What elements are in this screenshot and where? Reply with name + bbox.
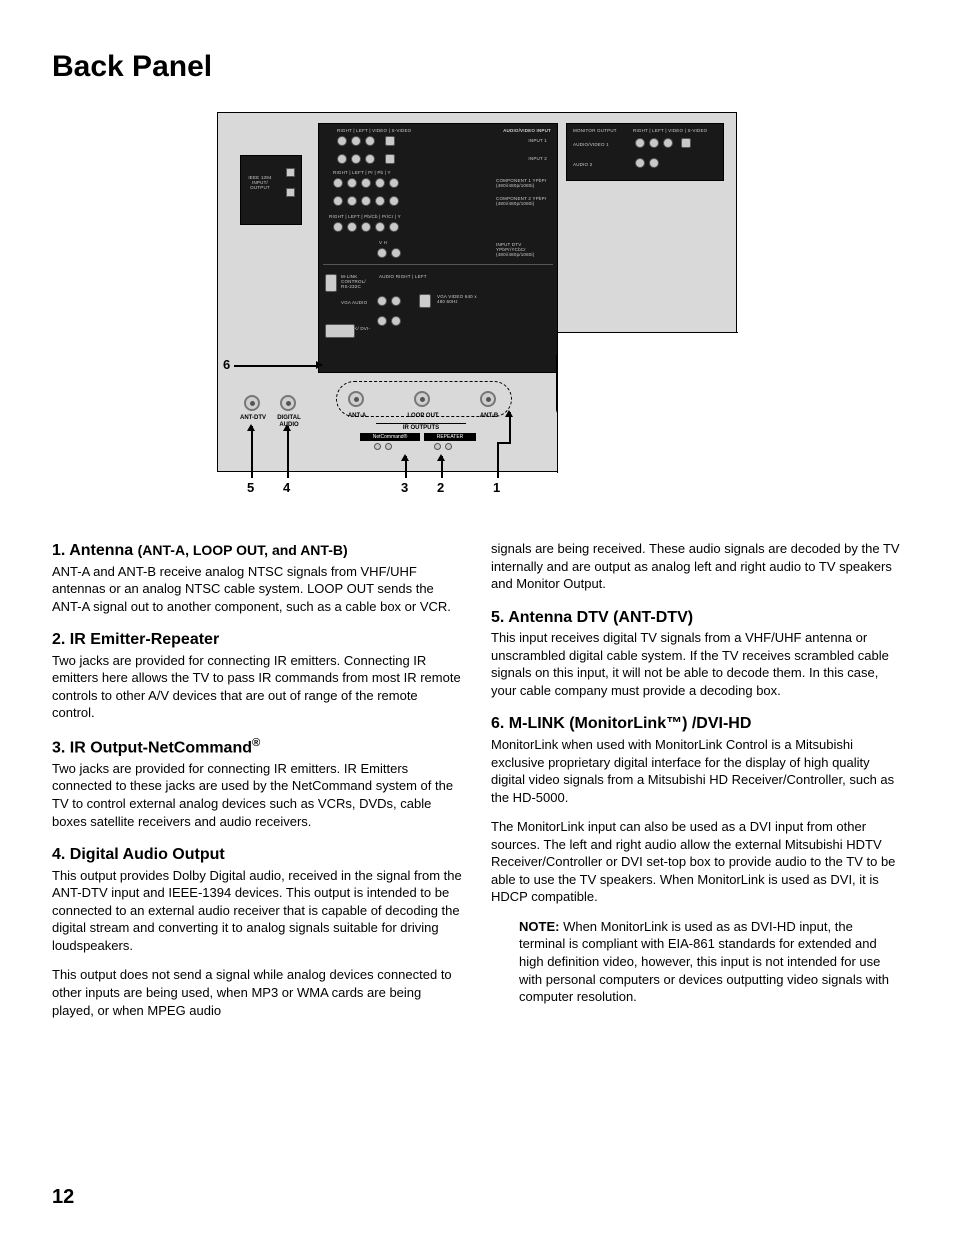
note-block: NOTE: When MonitorLink is used as as DVI… [491,918,902,1006]
callout-3-label: 3 [401,480,408,495]
section-4-body2-cont: signals are being received. These audio … [491,540,902,593]
section-3-sup: ® [252,737,260,749]
ieee1394-port-icon [286,188,295,197]
note-label: NOTE: [519,919,563,934]
section-5-body: This input receives digital TV signals f… [491,629,902,699]
callout-6-label: 6 [223,357,230,372]
section-4-body1: This output provides Dolby Digital audio… [52,867,463,955]
left-column: 1. Antenna (ANT-A, LOOP OUT, and ANT-B) … [52,540,463,1019]
monout-label: MONITOR OUTPUT [573,128,617,133]
section-3-heading: 3. IR Output-NetCommand® [52,736,463,759]
text-columns: 1. Antenna (ANT-A, LOOP OUT, and ANT-B) … [52,540,902,1019]
section-6-heading: 6. M-LINK (MonitorLink™) /DVI-HD [491,713,902,735]
callout-6-arrow [316,361,323,369]
section-4-body2: This output does not send a signal while… [52,966,463,1019]
monitor-output-block: MONITOR OUTPUT RIGHT | LEFT | VIDEO | S-… [566,123,724,181]
warning-box: CAUTION RISK OF ELECTRIC SHOCK. DO NOT O… [556,349,736,417]
ant-a-label: ANT-A [342,413,372,420]
av2-label: AUDIO 2 [573,162,592,167]
callout-5-label: 5 [247,480,254,495]
rlvs-header-r: RIGHT | LEFT | VIDEO | S-VIDEO [633,128,707,133]
loop-out-jack [414,391,430,407]
vh-label: V H [379,240,387,245]
panel-outline: IEEE 1394 INPUT/ OUTPUT RIGHT | LEFT | V… [217,112,737,472]
note-text: NOTE: When MonitorLink is used as as DVI… [519,918,902,1006]
page-number: 12 [52,1186,74,1209]
callout-2-label: 2 [437,480,444,495]
av1-label: AUDIO/VIDEO 1 [573,142,609,147]
section-2-heading: 2. IR Emitter-Repeater [52,629,463,651]
back-panel-diagram: IEEE 1394 INPUT/ OUTPUT RIGHT | LEFT | V… [217,112,737,500]
ieee1394-block: IEEE 1394 INPUT/ OUTPUT [240,155,302,225]
warning-body: A GROUND TYPE PLUG HAS BEEN PROVIDED FOR… [565,391,727,411]
right-column: signals are being received. These audio … [491,540,902,1019]
callout-6-line [234,365,318,367]
section-1-heading-sub: (ANT-A, LOOP OUT, and ANT-B) [138,542,348,558]
section-3-heading-text: 3. IR Output-NetCommand [52,739,252,756]
section-1-heading-main: 1. Antenna [52,542,138,559]
audio-rl-label: AUDIO RIGHT | LEFT [379,274,427,279]
ant-dtv-label: ANT-DTV [238,415,268,422]
section-2-body: Two jacks are provided for connecting IR… [52,652,463,722]
input1-label: INPUT 1 [528,138,547,143]
caution-line1: RISK OF ELECTRIC SHOCK. DO NOT OPEN. [565,360,727,365]
input-dtv-label: INPUT DTV YPbPr/YCbCr (480i/480p/1080i) [496,242,551,257]
ant-a-jack [348,391,364,407]
note-body: When MonitorLink is used as as DVI-HD in… [519,919,889,1004]
ant-b-label: ANT-B [474,413,504,420]
callout-4-label: 4 [283,480,290,495]
ant-b-jack [480,391,496,407]
section-6-body1: MonitorLink when used with MonitorLink C… [491,736,902,806]
repeater-label: REPEATER [424,433,476,441]
section-6-body2: The MonitorLink input can also be used a… [491,818,902,906]
callout-1-label: 1 [493,480,500,495]
caution-line2: TO REDUCE THE RISK OF ELECTRIC SHOCK, DO… [565,366,727,381]
callout-row: 5 4 3 2 1 [217,474,737,500]
rlvs-header: RIGHT | LEFT | VIDEO | S-VIDEO [337,128,411,133]
digital-audio-jack [280,395,296,411]
dtv-header: RIGHT | LEFT | Pb/Cb | Pr/Cr | Y [329,214,401,219]
warning-label: WARNING: [565,386,586,391]
mlink-ctrl-label: M-LINK CONTROL/ RS-232C [341,274,375,289]
section-3-body: Two jacks are provided for connecting IR… [52,760,463,830]
netcommand-label: NetCommand® [360,433,420,441]
ant-dtv-jack [244,395,260,411]
page-title: Back Panel [52,50,902,84]
component1-label: COMPONENT 1 YPbPr (480i/480p/1080i) [496,178,551,188]
avinput-label: AUDIO/VIDEO INPUT [503,128,551,133]
comp-header: RIGHT | LEFT | Pr | Pb | Y [333,170,391,175]
section-1-body: ANT-A and ANT-B receive analog NTSC sign… [52,563,463,616]
input2-label: INPUT 2 [528,156,547,161]
section-4-heading: 4. Digital Audio Output [52,844,463,866]
ieee1394-port-icon [286,168,295,177]
caution-label: CAUTION [617,353,640,359]
ieee1394-label: IEEE 1394 INPUT/ OUTPUT [245,176,275,191]
loop-out-label: LOOP OUT [404,413,442,420]
main-io-block: RIGHT | LEFT | VIDEO | S-VIDEO AUDIO/VID… [318,123,558,373]
ir-outputs-label: IR OUTPUTS [376,423,466,432]
section-1-heading: 1. Antenna (ANT-A, LOOP OUT, and ANT-B) [52,540,463,562]
component2-label: COMPONENT 2 YPbPr (480i/480p/1080i) [496,196,551,206]
vga-audio-label: VGA AUDIO [341,300,369,305]
section-5-heading: 5. Antenna DTV (ANT-DTV) [491,607,902,629]
vga-video-label: VGA VIDEO 640 x 480 60Hz [437,294,477,304]
